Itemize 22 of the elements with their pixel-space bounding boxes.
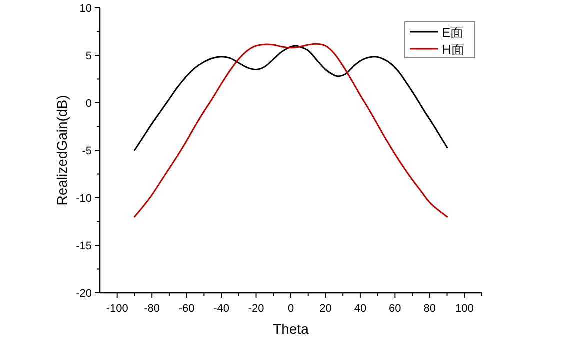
x-tick-label: -60 <box>178 303 195 315</box>
x-tick-label: -20 <box>248 303 264 315</box>
x-tick-label: 0 <box>288 303 294 315</box>
y-tick-label: -15 <box>76 240 92 252</box>
legend-label: E面 <box>442 25 464 40</box>
x-tick-label: -40 <box>214 303 230 315</box>
x-tick-label: -80 <box>144 303 160 315</box>
y-axis-title: RealizedGain(dB) <box>54 95 70 206</box>
x-tick-label: 80 <box>424 303 436 315</box>
x-tick-label: 20 <box>320 303 332 315</box>
y-tick-label: 5 <box>86 50 92 62</box>
y-tick-label: 0 <box>86 98 92 110</box>
y-tick-label: 10 <box>80 3 92 15</box>
x-tick-label: 100 <box>455 303 474 315</box>
y-tick-label: -20 <box>76 288 92 300</box>
legend-label: H面 <box>442 42 464 57</box>
x-axis-title: Theta <box>273 321 310 337</box>
x-tick-label: 40 <box>354 303 367 315</box>
x-tick-label: -100 <box>106 303 128 315</box>
x-tick-label: 60 <box>389 303 402 315</box>
y-tick-label: -5 <box>82 146 92 158</box>
y-tick-label: -10 <box>76 193 92 205</box>
